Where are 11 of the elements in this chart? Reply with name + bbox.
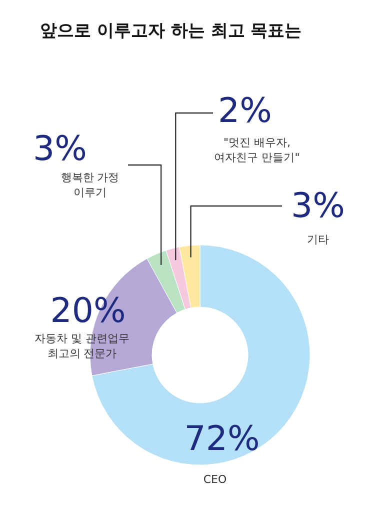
slice-label: CEO [203,473,227,486]
slice-label: 기타 [307,233,329,246]
data-label: 3% [33,129,87,169]
slice-label: 자동차 및 관련업무 최고의 전문가 [34,332,130,360]
data-label: 3% [291,186,345,226]
data-label: 20% [50,291,126,331]
slice-label: 행복한 가정 이루기 [60,171,120,199]
slice-label: "멋진 배우자, 여자친구 만들기" [214,136,300,164]
data-label: 72% [184,419,260,459]
chart-title: 앞으로 이루고자 하는 최고 목표는 [40,21,302,41]
data-label: 2% [218,91,272,131]
